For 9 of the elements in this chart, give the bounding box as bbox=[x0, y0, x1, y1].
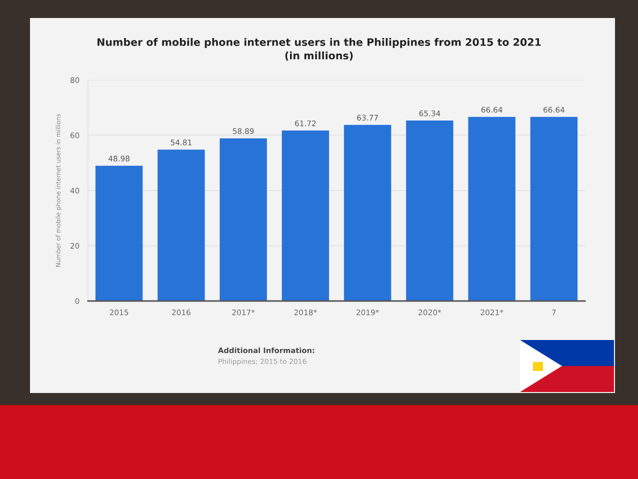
bar bbox=[468, 116, 516, 301]
bar bbox=[95, 166, 143, 301]
bar bbox=[158, 150, 205, 301]
bar bbox=[344, 124, 392, 301]
chart-title: Number of mobile phone internet users in the Philippines from 2015 to 2021 (in millions) bbox=[98, 38, 541, 61]
bar bbox=[282, 130, 330, 301]
bar bbox=[220, 138, 267, 301]
bar bbox=[530, 116, 578, 301]
bar bbox=[406, 120, 454, 301]
